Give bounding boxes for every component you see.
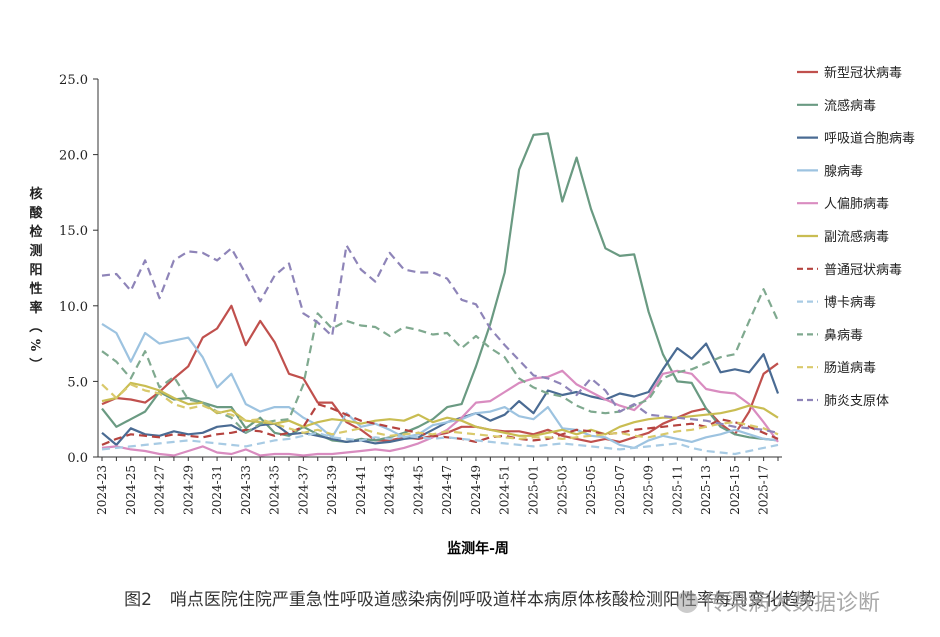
x-tick-label: 2024-25 [124,465,138,515]
series-line [101,381,779,437]
legend-label: 呼吸道合胞病毒 [824,132,915,147]
legend-label: 新型冠状病毒 [824,65,902,81]
legend-label: 博卡病毒 [824,296,876,311]
y-axis-label-char: （ [27,319,43,332]
x-tick-label: 2024-29 [181,465,195,515]
legend-label: 流感病毒 [824,98,876,114]
legend-label: 人偏肺病毒 [824,197,889,212]
x-tick-label: 2025-05 [584,465,598,515]
x-tick-label: 2024-41 [354,465,368,515]
figure-caption: 图2 哨点医院住院严重急性呼吸道感染病例呼吸道样本病原体核酸检测阳性率每周变化趋势 [0,585,940,610]
series-line [101,431,779,456]
x-tick-label: 2024-23 [95,465,109,515]
watermark-text: 传染病大数据诊断 [704,591,881,616]
x-tick-label: 2024-51 [498,465,512,515]
x-tick-label: 2024-47 [440,465,454,515]
watermark: 传染病大数据诊断 [676,585,880,617]
figure-number: 图2 [124,590,152,610]
y-tick-label: 10.0 [59,300,88,315]
series-layer [101,132,780,457]
series-line [101,369,779,457]
x-tick-label: 2024-31 [210,465,224,515]
y-axis-label-char: 检 [29,224,42,240]
legend-label: 肠道病毒 [824,361,876,376]
y-tick-label: 25.0 [59,73,88,88]
series-line [101,322,779,449]
y-tick-label: 0.0 [67,451,88,466]
x-tick-label: 2024-35 [268,465,282,515]
y-axis-label-char: 率 [29,300,42,316]
chart-axes: 0.0 5.0 10.0 15.0 20.0 25.0 2024-23 2024-25 2024… [59,73,782,515]
series-line [101,403,779,446]
legend-label: 腺病毒 [824,164,863,179]
series-line [101,342,780,446]
series-line [101,244,779,434]
y-axis-label-char: 阳 [29,263,42,278]
legend-label: 肺炎支原体 [824,394,889,409]
x-tick-label: 2025-17 [757,465,771,515]
y-tick-label: 5.0 [67,375,88,390]
x-tick-label: 2025-15 [728,465,742,515]
y-tick-label: 20.0 [59,149,88,164]
y-tick-label: 15.0 [59,224,88,239]
y-axis-label-char: ） [27,357,43,370]
x-tick-label: 2024-45 [411,465,425,515]
series-line [101,132,779,443]
legend-label: 副流感病毒 [824,229,889,245]
x-tick-label: 2025-11 [670,465,684,515]
x-tick-label: 2024-43 [383,465,397,515]
series-line [101,304,779,443]
legend-label: 普通冠状病毒 [824,263,902,278]
y-axis-label: 核酸检测阳性率 （% ） [27,186,43,371]
x-tick-label: 2025-07 [613,465,627,515]
x-tick-label: 2024-33 [239,465,253,515]
x-tick-label: 2025-03 [555,465,569,515]
x-tick-label: 2024-39 [325,465,339,515]
x-tick-label: 2024-49 [469,465,483,515]
legend-label: 鼻病毒 [824,327,863,343]
legend: 新型冠状病毒流感病毒呼吸道合胞病毒腺病毒人偏肺病毒副流感病毒普通冠状病毒博卡病毒… [797,65,915,409]
watermark-logo-icon [676,591,698,613]
line-chart: 0.0 5.0 10.0 15.0 20.0 25.0 2024-23 2024-25 2024… [27,65,915,557]
x-tick-label: 2025-09 [642,465,656,515]
x-tick-label: 2025-01 [526,465,540,515]
x-tick-label: 2025-13 [699,465,713,515]
y-axis-label-char: 性 [29,281,42,297]
series-line [101,383,779,440]
y-axis-label-char: % [27,339,42,352]
y-axis-label-char: 核 [29,186,42,202]
y-axis-label-char: 测 [29,243,42,259]
x-tick-label: 2024-37 [296,465,310,515]
y-axis-label-char: 酸 [29,205,43,221]
figure-title: 哨点医院住院严重急性呼吸道感染病例呼吸道样本病原体核酸检测阳性率每周变化趋势 [169,590,816,610]
x-tick-label: 2024-27 [153,465,167,515]
x-axis-label: 监测年-周 [447,540,509,557]
